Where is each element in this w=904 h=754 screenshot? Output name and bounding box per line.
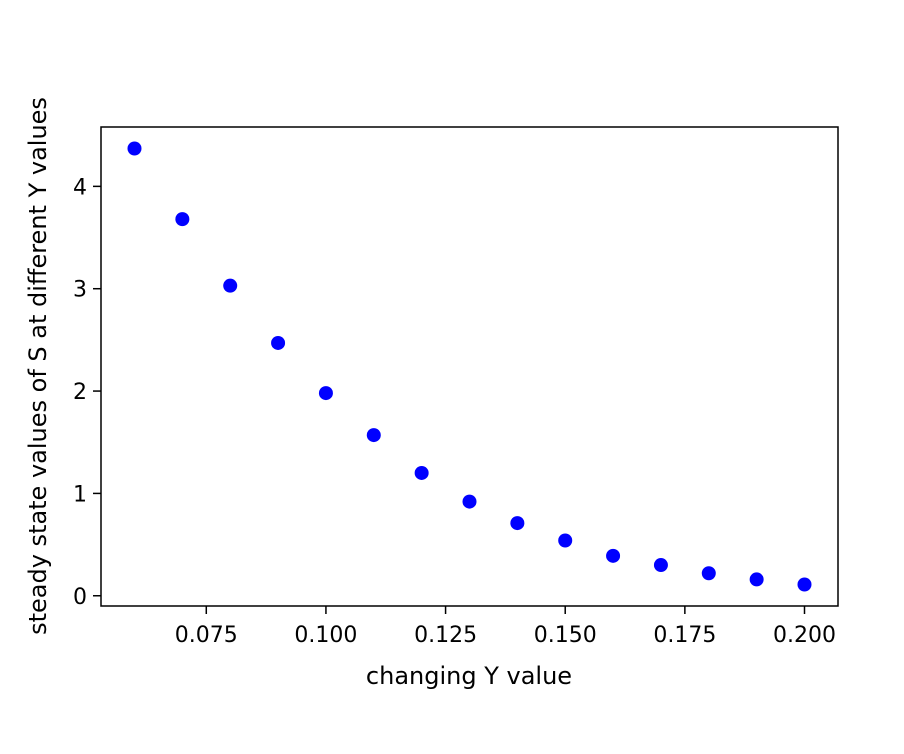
y-axis-ticks: 0 1 2 3 4 xyxy=(73,175,101,610)
data-point xyxy=(749,572,764,587)
data-point xyxy=(175,212,190,227)
data-points xyxy=(127,141,812,592)
data-point xyxy=(797,577,812,592)
data-point xyxy=(271,335,286,350)
data-point xyxy=(462,494,477,509)
x-tick-label: 0.150 xyxy=(534,623,597,648)
data-point xyxy=(510,516,525,531)
y-axis-label: steady state values of S at different Y … xyxy=(24,97,52,635)
x-tick-label: 0.100 xyxy=(294,623,357,648)
y-tick-label: 4 xyxy=(73,175,87,200)
data-point xyxy=(558,533,573,548)
x-tick-label: 0.075 xyxy=(175,623,238,648)
x-tick-label: 0.175 xyxy=(653,623,716,648)
data-point xyxy=(318,386,333,401)
data-point xyxy=(223,278,238,293)
x-axis-label: changing Y value xyxy=(366,662,572,690)
x-tick-label: 0.200 xyxy=(773,623,836,648)
x-tick-label: 0.125 xyxy=(414,623,477,648)
y-tick-label: 3 xyxy=(73,278,87,303)
data-point xyxy=(127,141,142,156)
data-point xyxy=(414,465,429,480)
x-axis-ticks: 0.075 0.100 0.125 0.150 0.175 0.200 xyxy=(175,606,836,648)
plot-frame xyxy=(100,126,839,607)
y-tick-label: 0 xyxy=(73,585,87,610)
data-point xyxy=(606,548,621,563)
data-point xyxy=(653,558,668,573)
y-tick-label: 2 xyxy=(73,380,87,405)
data-point xyxy=(366,428,381,443)
data-point xyxy=(701,566,716,581)
y-tick-label: 1 xyxy=(73,482,87,507)
